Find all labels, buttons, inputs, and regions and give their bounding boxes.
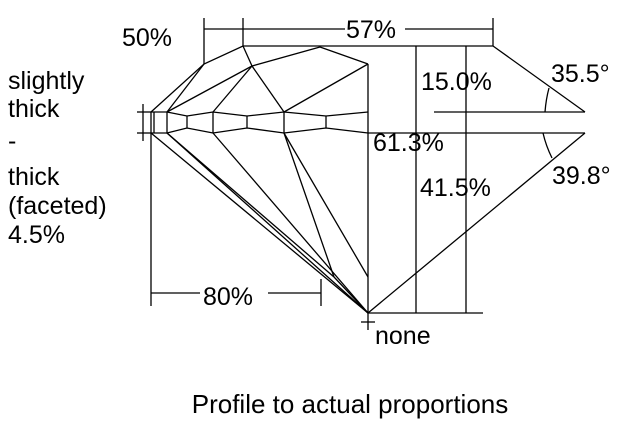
crown-outline [150, 45, 586, 313]
svg-text:slightly: slightly [8, 67, 85, 95]
svg-text:thick: thick [8, 95, 60, 123]
crown-height-label: 15.0% [421, 68, 492, 96]
table-label: 57% [346, 16, 396, 44]
pavilion-depth-label: 41.5% [420, 174, 491, 202]
svg-text:4.5%: 4.5% [8, 221, 65, 249]
svg-text:-: - [8, 127, 16, 155]
total-depth-label: 61.3% [373, 129, 444, 157]
pavilion-angle-label: 39.8° [552, 162, 611, 190]
svg-text:(faceted): (faceted) [8, 192, 107, 220]
girdle [137, 104, 585, 141]
girdle-label: slightly thick - thick (faceted) 4.5% [8, 67, 107, 249]
lower-half-label: 80% [203, 283, 253, 311]
svg-text:thick: thick [8, 163, 60, 191]
crown-angle-label: 35.5° [551, 60, 610, 88]
culet-label: none [375, 322, 431, 350]
pavilion-outline [150, 132, 586, 330]
caption: Profile to actual proportions [192, 389, 509, 419]
crown-star-label: 50% [122, 24, 172, 52]
dimension-lines [150, 18, 553, 314]
